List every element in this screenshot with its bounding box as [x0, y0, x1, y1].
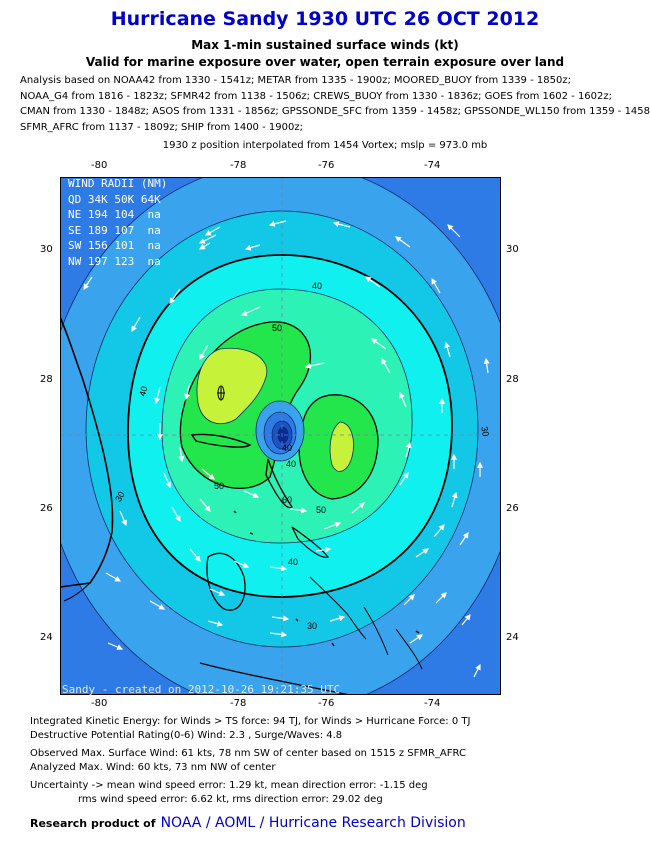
lon-tick-bottom: -76 [318, 698, 335, 709]
contour-label: 50 [214, 481, 224, 491]
subtitle-exposure: Valid for marine exposure over water, op… [85, 55, 565, 69]
contour-label: 40 [312, 281, 322, 291]
observed-max-line: Observed Max. Surface Wind: 61 kts, 78 n… [30, 748, 466, 759]
analysis-line: SFMR_AFRC from 1137 - 1809z; SHIP from 1… [20, 121, 303, 133]
contour-label: 40 [286, 459, 296, 469]
destructive-potential-line: Destructive Potential Rating(0-6) Wind: … [30, 730, 343, 741]
position-line: 1930 z position interpolated from 1454 V… [162, 140, 488, 151]
lon-tick-top: -78 [230, 160, 247, 171]
contour-label: 50 [316, 505, 326, 515]
wind-radii-row: SE 189 107 na [68, 223, 161, 237]
lon-tick-bottom: -80 [91, 698, 108, 709]
wind-band-60kt-east [329, 421, 354, 472]
contour-label: 50 [272, 323, 282, 333]
lat-tick-right: 26 [506, 503, 519, 514]
uncertainty-mean-line: Uncertainty -> mean wind speed error: 1.… [30, 780, 428, 791]
analysis-line: Analysis based on NOAA42 from 1330 - 154… [20, 75, 571, 86]
lat-tick-right: 28 [506, 374, 519, 385]
florida-keys [63, 582, 91, 602]
lon-tick-bottom: -74 [424, 698, 441, 709]
subtitle-units: Max 1-min sustained surface winds (kt) [191, 38, 459, 52]
cat-long-island [363, 606, 423, 670]
wind-band-60kt-west [196, 347, 268, 425]
small-islands [233, 510, 420, 647]
lat-tick-left: 28 [40, 374, 53, 385]
wind-vectors [83, 220, 490, 678]
wind-field-map: 40 50 40 40 50 40 30 30 30 50 60 40 [60, 177, 501, 695]
wind-radii-row: NE 194 104 na [68, 208, 161, 221]
contour-label: 40 [137, 385, 149, 397]
contour-label: 30 [307, 621, 317, 631]
wind-radii-title: WIND RADII (NM) [68, 177, 168, 190]
grand-bahama [190, 433, 252, 448]
cuba-coast [199, 662, 351, 695]
wind-radii-table: WIND RADII (NM) QD 34K 50K 64K NE 194 104 … [68, 176, 167, 269]
contour-label: 60 [282, 495, 292, 505]
wind-radii-row: NW 197 123 na [68, 254, 161, 268]
contour-label: 40 [288, 557, 298, 567]
analysis-line: NOAA_G4 from 1816 - 1823z; SFMR42 from 1… [20, 90, 613, 102]
uncertainty-rms-line: rms wind speed error: 6.62 kt, rms direc… [78, 794, 383, 805]
lat-tick-left: 24 [40, 632, 53, 643]
max-wind-marker [217, 385, 225, 401]
wind-radii-row: SW 156 101 na [68, 239, 161, 252]
research-credit: Research product of NOAA / AOML / Hurric… [30, 812, 466, 831]
lat-tick-left: 30 [40, 244, 53, 255]
eleuthera [291, 526, 330, 558]
lat-tick-right: 30 [506, 244, 519, 255]
lon-tick-top: -80 [91, 160, 108, 171]
contour-label: 30 [479, 426, 491, 438]
storm-eye [255, 400, 305, 462]
lat-tick-left: 26 [40, 503, 53, 514]
contour-label: 40 [282, 443, 292, 453]
lon-tick-bottom: -78 [230, 698, 247, 709]
analysis-sources: Analysis based on NOAA42 from 1330 - 154… [20, 73, 650, 135]
research-label: Research product of [30, 817, 156, 830]
andros-island [206, 552, 246, 611]
lat-tick-right: 24 [506, 632, 519, 643]
map-credit: Sandy - created on 2012-10-26 19:21:35 U… [62, 683, 341, 696]
map-frame [60, 177, 501, 695]
wind-radii-header: QD 34K 50K 64K [68, 192, 161, 206]
research-org-link[interactable]: NOAA / AOML / Hurricane Research Divisio… [160, 815, 466, 831]
exuma-cays [309, 576, 367, 640]
lon-tick-top: -74 [424, 160, 441, 171]
florida-coastline [60, 316, 114, 588]
contour-label: 30 [113, 490, 127, 504]
abaco-island [265, 458, 293, 509]
page-title: Hurricane Sandy 1930 UTC 26 OCT 2012 [110, 8, 540, 30]
lon-tick-top: -76 [318, 160, 335, 171]
analyzed-max-line: Analyzed Max. Wind: 60 kts, 73 nm NW of … [30, 762, 276, 773]
analysis-line: CMAN from 1330 - 1848z; ASOS from 1331 -… [20, 106, 650, 117]
ike-line: Integrated Kinetic Energy: for Winds > T… [30, 716, 471, 727]
